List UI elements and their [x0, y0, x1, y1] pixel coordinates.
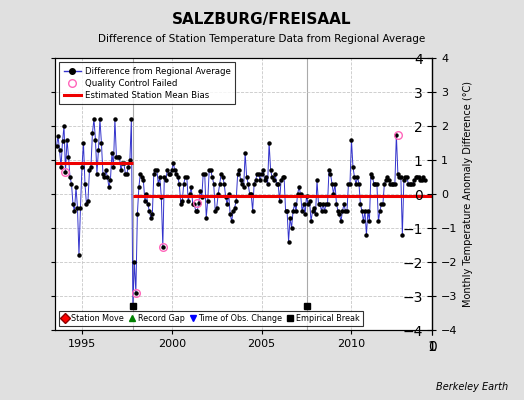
Text: SALZBURG/FREISAAL: SALZBURG/FREISAAL — [172, 12, 352, 27]
Legend: Station Move, Record Gap, Time of Obs. Change, Empirical Break: Station Move, Record Gap, Time of Obs. C… — [59, 310, 363, 326]
Text: Difference of Station Temperature Data from Regional Average: Difference of Station Temperature Data f… — [99, 34, 425, 44]
Y-axis label: Monthly Temperature Anomaly Difference (°C): Monthly Temperature Anomaly Difference (… — [463, 81, 473, 307]
Text: Berkeley Earth: Berkeley Earth — [436, 382, 508, 392]
